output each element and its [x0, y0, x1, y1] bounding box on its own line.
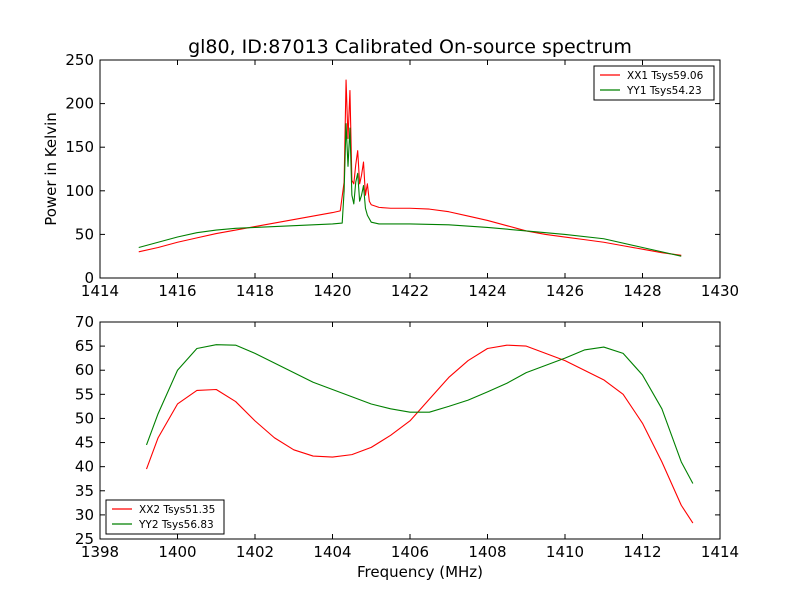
x-tick-label: 1398 — [81, 543, 119, 561]
x-tick-label: 1414 — [701, 543, 739, 561]
y-tick-label: 25 — [75, 530, 94, 548]
y-tick-label: 55 — [75, 385, 94, 403]
y-tick-label: 50 — [75, 225, 94, 243]
y-tick-label: 40 — [75, 458, 94, 476]
x-tick-label: 1418 — [236, 282, 274, 300]
y-tick-label: 45 — [75, 434, 94, 452]
legend-label: YY2 Tsys56.83 — [138, 519, 214, 531]
y-tick-label: 0 — [84, 269, 94, 287]
y-tick-label: 100 — [65, 182, 94, 200]
series-line-green — [138, 123, 682, 257]
series-line-green — [145, 344, 694, 484]
y-tick-label: 65 — [75, 337, 94, 355]
top-panel: 1414 1416 1418 1420 1422 1424 1426 1428 1430 0 50 1… — [42, 51, 739, 300]
y-tick-label: 200 — [65, 95, 94, 113]
x-tick-label: 1416 — [158, 282, 196, 300]
x-tick-label: 1404 — [313, 543, 351, 561]
y-tick-label: 70 — [75, 313, 94, 331]
x-tick-label: 1426 — [546, 282, 584, 300]
y-tick-label: 150 — [65, 138, 94, 156]
x-tick-label: 1410 — [546, 543, 584, 561]
series-line-red — [138, 79, 682, 256]
y-tick-label: 30 — [75, 506, 94, 524]
x-tick-label: 1412 — [623, 543, 661, 561]
legend: XX1 Tsys59.06 YY1 Tsys54.23 — [593, 65, 715, 101]
x-tick-label: 1420 — [313, 282, 351, 300]
x-tick-label: 1406 — [391, 543, 429, 561]
legend-label: YY1 Tsys54.23 — [626, 85, 702, 97]
x-tick-label: 1422 — [391, 282, 429, 300]
x-tick-label: 1428 — [623, 282, 661, 300]
y-axis-label: Power in Kelvin — [42, 112, 60, 226]
legend-label: XX2 Tsys51.35 — [139, 504, 215, 516]
y-tick-label: 50 — [75, 409, 94, 427]
bottom-panel: 1398 1400 1402 1404 1406 1408 1410 1412 1414 25 30… — [75, 313, 739, 581]
x-tick-label: 1408 — [468, 543, 506, 561]
y-tick-label: 60 — [75, 361, 94, 379]
x-tick-label: 1402 — [236, 543, 274, 561]
legend: XX2 Tsys51.35 YY2 Tsys56.83 — [105, 499, 225, 535]
series-line-red — [145, 344, 694, 524]
x-tick-label: 1414 — [81, 282, 119, 300]
y-tick-label: 35 — [75, 482, 94, 500]
x-tick-label: 1400 — [158, 543, 196, 561]
chart-title: gl80, ID:87013 Calibrated On-source spec… — [188, 36, 632, 58]
x-tick-label: 1430 — [701, 282, 739, 300]
y-tick-label: 250 — [65, 51, 94, 69]
x-tick-label: 1424 — [468, 282, 506, 300]
x-axis-label: Frequency (MHz) — [357, 563, 483, 581]
legend-label: XX1 Tsys59.06 — [627, 70, 704, 82]
legend-box — [593, 65, 715, 101]
legend-box — [105, 499, 225, 535]
